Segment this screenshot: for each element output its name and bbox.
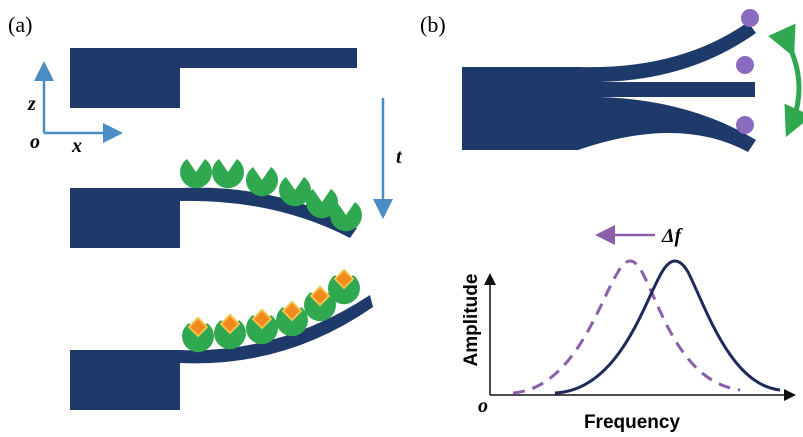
- origin-label: o: [478, 395, 488, 417]
- shifted-resonance: [513, 261, 740, 393]
- vibration-arrow: [790, 48, 799, 128]
- shift-label: Δf: [661, 225, 684, 247]
- z-label: z: [27, 93, 36, 115]
- resonator: [462, 22, 756, 152]
- x-axis-title: Frequency: [584, 412, 681, 433]
- cantilever: [70, 48, 357, 108]
- origin-label: o: [30, 131, 40, 153]
- diagram: (a) z x o t (b) Amplitude Frequency o Δf: [0, 0, 803, 437]
- antibodies-with-antigen: [182, 270, 360, 352]
- panel-label: (a): [8, 12, 32, 37]
- y-axis-title: Amplitude: [461, 274, 482, 367]
- x-label: x: [71, 135, 82, 157]
- time-label: t: [396, 146, 403, 168]
- panel-label: (b): [420, 12, 446, 37]
